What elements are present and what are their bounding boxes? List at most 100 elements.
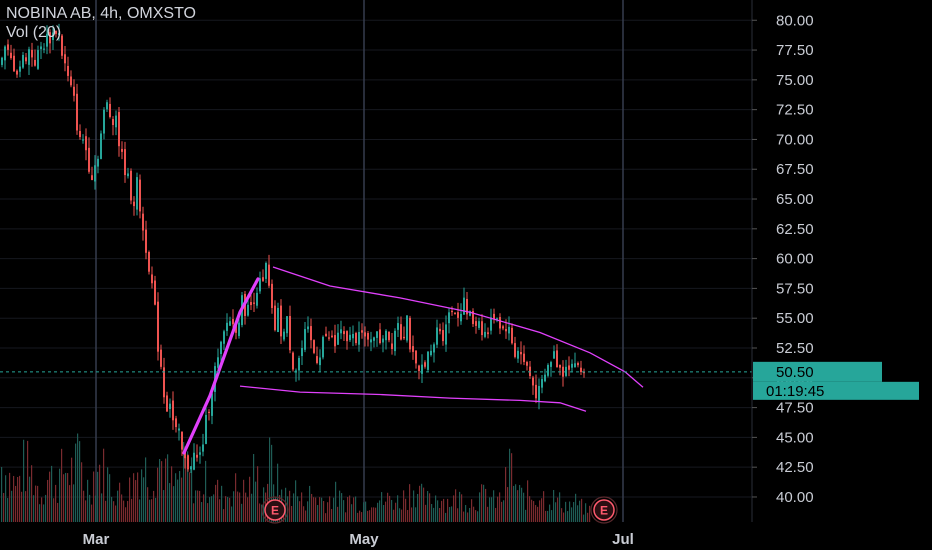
candle-body[interactable]: [166, 395, 168, 412]
candle-body[interactable]: [568, 365, 570, 370]
candle-body[interactable]: [571, 363, 573, 368]
candle-body[interactable]: [505, 329, 507, 332]
candle-body[interactable]: [490, 317, 492, 331]
candle-body[interactable]: [106, 102, 108, 110]
channel-lower-line[interactable]: [239, 385, 587, 412]
candle-body[interactable]: [1, 57, 3, 65]
candle-body[interactable]: [43, 48, 45, 50]
candle-body[interactable]: [517, 350, 519, 359]
candle-body[interactable]: [370, 339, 372, 343]
candle-body[interactable]: [238, 322, 240, 336]
candle-body[interactable]: [379, 329, 381, 343]
candle-body[interactable]: [553, 351, 555, 359]
impulse-trend-line[interactable]: [182, 277, 260, 455]
candle-body[interactable]: [562, 366, 564, 377]
candle-body[interactable]: [151, 274, 153, 284]
candle-body[interactable]: [169, 403, 171, 410]
candle-body[interactable]: [445, 324, 447, 345]
candle-body[interactable]: [397, 323, 399, 330]
candle-body[interactable]: [577, 363, 579, 366]
candle-body[interactable]: [247, 304, 249, 316]
candle-body[interactable]: [448, 312, 450, 324]
candle-body[interactable]: [16, 70, 18, 75]
candle-body[interactable]: [304, 329, 306, 350]
candle-body[interactable]: [94, 165, 96, 182]
earnings-marker[interactable]: [264, 499, 286, 521]
candle-body[interactable]: [280, 305, 282, 337]
candle-body[interactable]: [142, 213, 144, 231]
candle-body[interactable]: [91, 175, 93, 180]
candle-body[interactable]: [229, 321, 231, 326]
candle-body[interactable]: [508, 326, 510, 334]
candle-body[interactable]: [31, 49, 33, 58]
candle-body[interactable]: [133, 201, 135, 207]
candle-body[interactable]: [367, 333, 369, 340]
candle-body[interactable]: [52, 32, 54, 41]
candle-body[interactable]: [85, 136, 87, 151]
candle-body[interactable]: [385, 330, 387, 341]
candle-body[interactable]: [271, 283, 273, 308]
channel-upper-line[interactable]: [272, 266, 644, 388]
candle-body[interactable]: [340, 329, 342, 334]
candle-body[interactable]: [103, 109, 105, 134]
candle-body[interactable]: [355, 332, 357, 344]
symbol-title[interactable]: NOBINA AB, 4h, OMXSTO: [6, 5, 196, 22]
candle-body[interactable]: [334, 335, 336, 347]
candle-body[interactable]: [262, 277, 264, 281]
candle-body[interactable]: [391, 343, 393, 350]
candle-body[interactable]: [319, 357, 321, 366]
time-axis[interactable]: [0, 522, 932, 550]
candle-body[interactable]: [412, 346, 414, 352]
candle-body[interactable]: [154, 280, 156, 305]
candle-body[interactable]: [82, 139, 84, 141]
candle-body[interactable]: [322, 336, 324, 358]
candle-body[interactable]: [13, 55, 15, 72]
candle-body[interactable]: [511, 327, 513, 344]
candle-body[interactable]: [349, 334, 351, 341]
candle-body[interactable]: [187, 455, 189, 470]
candle-body[interactable]: [421, 364, 423, 374]
candle-body[interactable]: [376, 331, 378, 338]
candle-body[interactable]: [325, 333, 327, 337]
candle-body[interactable]: [346, 331, 348, 342]
candle-body[interactable]: [181, 431, 183, 450]
candle-body[interactable]: [481, 321, 483, 336]
candle-body[interactable]: [67, 65, 69, 76]
candle-body[interactable]: [328, 337, 330, 339]
candle-body[interactable]: [499, 317, 501, 329]
candle-body[interactable]: [148, 252, 150, 272]
candle-body[interactable]: [394, 330, 396, 352]
candle-body[interactable]: [535, 384, 537, 399]
candle-body[interactable]: [451, 310, 453, 313]
candle-body[interactable]: [526, 361, 528, 366]
candle-body[interactable]: [7, 44, 9, 50]
candle-body[interactable]: [469, 311, 471, 316]
candle-body[interactable]: [220, 341, 222, 355]
candle-body[interactable]: [514, 343, 516, 357]
candle-body[interactable]: [79, 131, 81, 138]
candle-body[interactable]: [484, 331, 486, 337]
candle-body[interactable]: [130, 170, 132, 201]
candle-body[interactable]: [316, 356, 318, 363]
candle-body[interactable]: [217, 357, 219, 368]
candle-body[interactable]: [61, 35, 63, 56]
candle-body[interactable]: [472, 311, 474, 325]
candle-body[interactable]: [430, 350, 432, 356]
candle-body[interactable]: [163, 367, 165, 398]
candle-body[interactable]: [70, 76, 72, 86]
candle-body[interactable]: [442, 330, 444, 342]
candle-body[interactable]: [337, 332, 339, 345]
candle-body[interactable]: [76, 93, 78, 131]
candle-body[interactable]: [478, 321, 480, 328]
candle-body[interactable]: [178, 428, 180, 431]
candle-body[interactable]: [382, 338, 384, 343]
candle-body[interactable]: [427, 351, 429, 370]
candle-body[interactable]: [139, 179, 141, 212]
candle-body[interactable]: [250, 302, 252, 306]
candle-body[interactable]: [160, 349, 162, 367]
candle-body[interactable]: [532, 377, 534, 386]
trend-drawings[interactable]: [182, 266, 644, 455]
candle-body[interactable]: [520, 352, 522, 355]
candle-body[interactable]: [223, 331, 225, 344]
